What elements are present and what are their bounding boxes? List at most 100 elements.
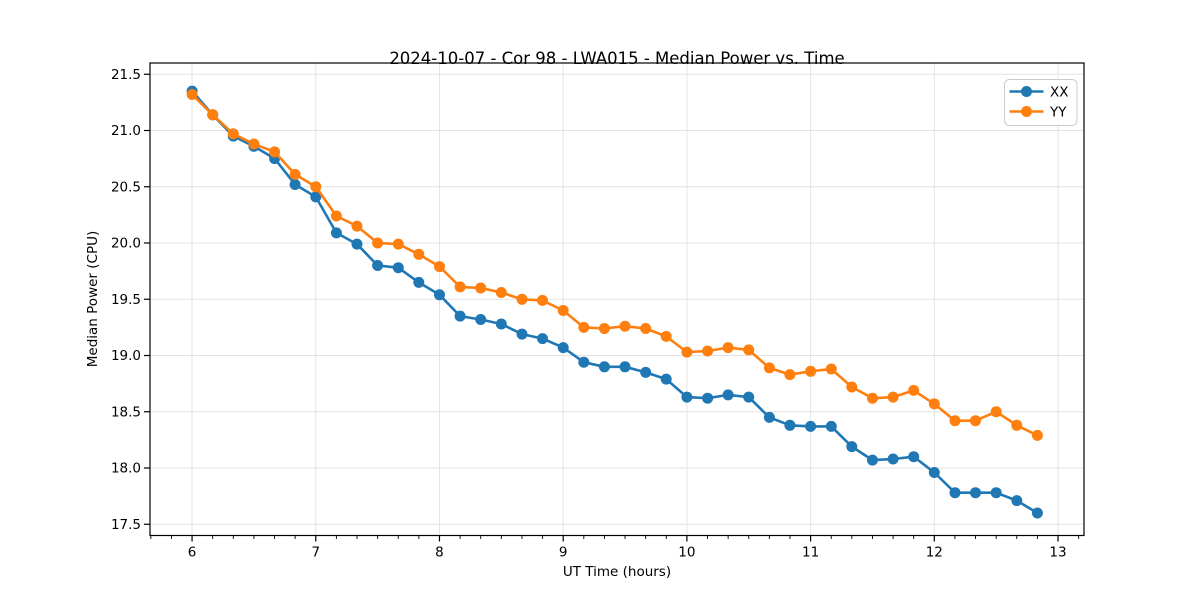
x-tick-label: 11 xyxy=(802,545,819,561)
data-point-yy xyxy=(289,168,301,180)
data-point-xx xyxy=(1031,507,1043,519)
plot-border xyxy=(149,62,1085,537)
data-point-xx xyxy=(475,314,487,325)
y-tick-label: 21.0 xyxy=(111,123,141,139)
x-tick-label: 10 xyxy=(678,545,695,561)
data-point-yy xyxy=(743,344,755,356)
data-point-yy xyxy=(269,146,281,158)
data-point-yy xyxy=(495,287,507,298)
data-point-xx xyxy=(743,391,755,403)
data-point-yy xyxy=(660,330,672,342)
data-point-xx xyxy=(351,238,363,250)
data-point-xx xyxy=(598,361,610,373)
y-tick-label: 20.5 xyxy=(111,179,141,195)
data-point-yy xyxy=(207,109,219,121)
data-point-xx xyxy=(640,366,652,378)
y-tick-label: 18.0 xyxy=(111,461,141,477)
data-point-yy xyxy=(867,392,878,404)
data-point-xx xyxy=(681,391,693,403)
tick-layer: 6 7 8 9 10 11 12 13 17.5 18.0 18.5 19.0 19.5 20.0 20.5… xyxy=(111,67,1080,561)
data-point-xx xyxy=(908,451,920,463)
data-point-xx xyxy=(392,262,404,274)
data-point-xx xyxy=(660,373,672,385)
data-point-xx xyxy=(949,487,961,499)
data-point-xx xyxy=(990,487,1002,499)
data-point-yy xyxy=(928,398,940,410)
data-point-yy xyxy=(248,138,260,150)
x-tick-label: 6 xyxy=(188,545,197,561)
data-point-yy xyxy=(578,321,590,333)
data-point-yy xyxy=(351,220,363,232)
data-point-xx xyxy=(495,318,507,330)
data-point-xx xyxy=(887,453,899,465)
data-point-yy xyxy=(805,365,817,377)
data-point-yy xyxy=(330,210,342,222)
data-point-xx xyxy=(1011,495,1023,507)
data-point-yy xyxy=(1031,429,1043,441)
y-tick-label: 20.0 xyxy=(111,236,141,252)
data-point-yy xyxy=(970,415,981,427)
data-point-xx xyxy=(619,361,631,373)
data-point-yy xyxy=(908,384,920,396)
data-point-yy xyxy=(825,363,837,375)
data-point-xx xyxy=(330,227,342,239)
data-point-yy xyxy=(846,381,858,393)
data-point-xx xyxy=(454,310,466,322)
data-point-xx xyxy=(310,191,322,203)
series-line-xx xyxy=(191,90,1039,515)
legend-sample-marker-xx xyxy=(1021,86,1032,97)
data-point-xx xyxy=(578,356,590,368)
data-point-yy xyxy=(392,238,404,250)
data-point-yy xyxy=(702,345,714,357)
series-line-yy xyxy=(191,93,1038,437)
data-point-xx xyxy=(557,342,569,354)
y-tick-label: 21.5 xyxy=(111,67,141,83)
data-point-yy xyxy=(434,261,445,273)
legend-label-xx: XX xyxy=(1050,84,1069,100)
data-point-yy xyxy=(681,346,693,358)
y-axis-label: Median Power (CPU) xyxy=(85,231,101,367)
data-point-yy xyxy=(1011,419,1023,431)
data-point-xx xyxy=(702,392,714,404)
data-point-xx xyxy=(289,179,301,190)
data-point-yy xyxy=(887,391,899,403)
legend-sample-marker-yy xyxy=(1021,106,1032,117)
data-point-xx xyxy=(372,260,384,271)
data-point-yy xyxy=(557,305,569,316)
chart-title: 2024-10-07 - Cor 98 - LWA015 - Median Po… xyxy=(389,49,844,68)
legend-item-xx: XX xyxy=(1009,84,1069,100)
data-point-yy xyxy=(537,294,548,306)
data-point-xx xyxy=(434,289,445,301)
data-point-yy xyxy=(413,248,425,260)
data-point-yy xyxy=(227,128,239,140)
legend-label-yy: YY xyxy=(1049,104,1067,120)
data-point-xx xyxy=(825,420,837,432)
data-point-xx xyxy=(805,420,817,432)
data-point-xx xyxy=(846,441,858,453)
data-point-yy xyxy=(722,342,734,354)
grid-layer xyxy=(150,63,1084,536)
legend: XX YY xyxy=(1004,79,1078,126)
data-point-yy xyxy=(640,323,652,334)
data-point-yy xyxy=(949,415,961,427)
legend-item-yy: YY xyxy=(1009,104,1067,120)
x-tick-label: 7 xyxy=(311,545,320,561)
data-point-xx xyxy=(537,333,548,345)
data-point-xx xyxy=(763,411,775,423)
series-layer xyxy=(186,85,1043,519)
x-tick-label: 8 xyxy=(435,545,444,561)
data-point-yy xyxy=(990,406,1002,418)
y-tick-label: 19.5 xyxy=(111,292,141,308)
y-tick-label: 18.5 xyxy=(111,404,141,420)
data-point-yy xyxy=(372,237,384,249)
x-tick-label: 13 xyxy=(1049,545,1066,561)
data-point-yy xyxy=(186,89,198,100)
data-point-yy xyxy=(598,323,610,334)
data-point-xx xyxy=(970,487,981,499)
data-point-yy xyxy=(454,281,466,293)
data-point-yy xyxy=(763,362,775,374)
data-point-yy xyxy=(475,282,487,294)
x-axis-label: UT Time (hours) xyxy=(563,564,671,580)
